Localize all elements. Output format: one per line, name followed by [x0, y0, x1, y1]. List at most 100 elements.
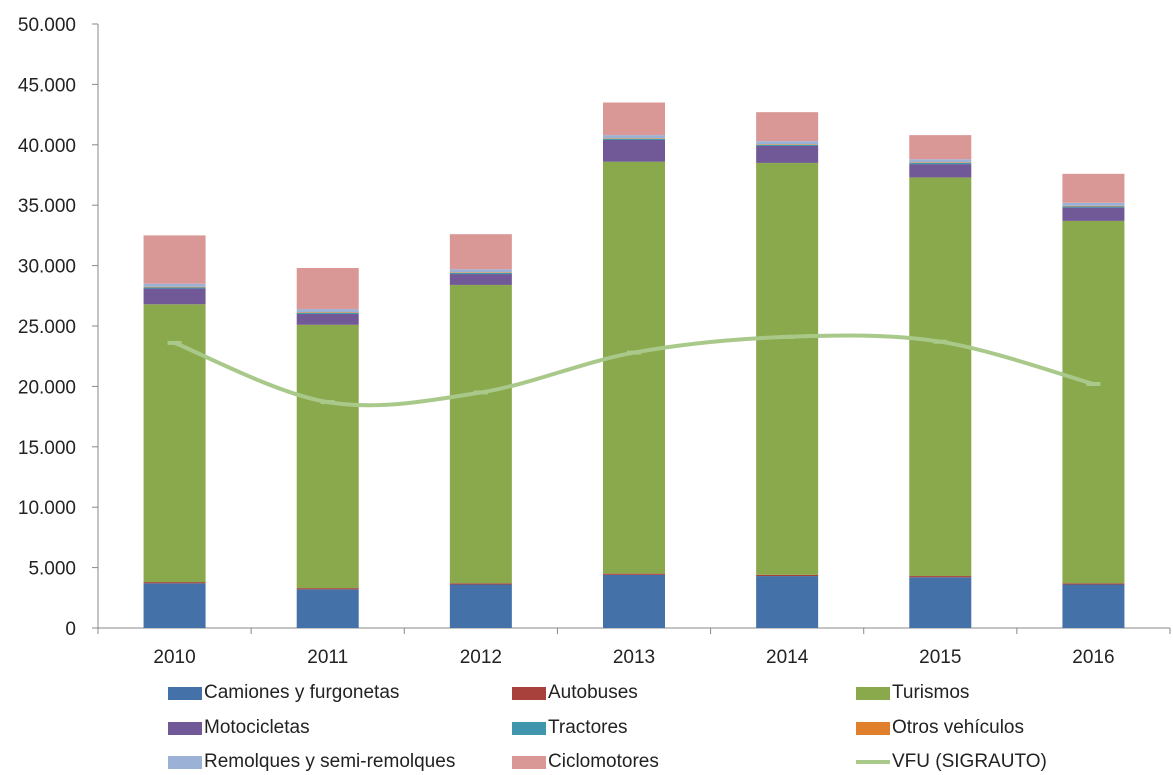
bar-segment: [909, 177, 972, 577]
legend-label: Autobuses: [548, 682, 638, 703]
legend-label: Camiones y furgonetas: [204, 682, 400, 703]
bar-segment: [143, 235, 206, 284]
bar-segment: [756, 144, 819, 147]
legend-item-vfu-sigrauto: VFU (SIGRAUTO): [856, 749, 1047, 775]
legend-swatch: [512, 755, 546, 769]
bar-segment: [756, 162, 819, 575]
bar-segment: [143, 583, 206, 628]
legend-swatch: [856, 721, 890, 735]
bars: [143, 102, 1125, 628]
bar-segment: [449, 272, 512, 273]
legend-item-camiones: Camiones y furgonetas: [168, 680, 399, 706]
legend-item-tractores: Tractores: [512, 715, 628, 741]
stacked-bar-chart: 0 5.000 10.000 15.000 20.000 25.000 30.000 35.0…: [18, 15, 1171, 668]
bar-segment: [449, 272, 512, 275]
y-tick-label: 20.000: [18, 377, 76, 398]
legend-label: Otros vehículos: [892, 717, 1024, 738]
bar-segment: [1062, 207, 1125, 221]
bar-segment: [449, 284, 512, 584]
y-tick-label: 35.000: [18, 196, 76, 217]
x-tick-label: 2010: [153, 647, 195, 668]
bar-segment: [296, 309, 359, 313]
legend-label: Ciclomotores: [548, 751, 659, 772]
legend-label: Motocicletas: [204, 717, 310, 738]
bar-segment: [603, 139, 665, 162]
bar-segment: [603, 573, 665, 575]
bar-segment: [756, 112, 819, 142]
x-tick-label: 2015: [919, 647, 961, 668]
legend-item-motocicletas: Motocicletas: [168, 715, 310, 741]
x-tick-label: 2016: [1072, 647, 1114, 668]
bar-segment: [143, 287, 206, 289]
legend-swatch: [168, 755, 202, 769]
bar-segment: [603, 138, 665, 140]
bar-segment: [449, 584, 512, 628]
bar-segment: [296, 588, 359, 590]
legend-item-otros-vehiculos: Otros vehículos: [856, 715, 1024, 741]
bar-segment: [756, 144, 819, 145]
y-tick-label: 0: [65, 619, 76, 640]
y-tick-label: 5.000: [28, 559, 76, 580]
bar-segment: [603, 135, 665, 139]
bar-segment: [909, 162, 972, 163]
bar-segment: [909, 135, 972, 160]
bar-segment: [603, 138, 665, 139]
bar-segment: [1062, 206, 1125, 208]
bar-segment: [296, 313, 359, 325]
legend-item-remolques: Remolques y semi-remolques: [168, 749, 455, 775]
bar-segment: [1062, 202, 1125, 206]
bar-segment: [1062, 205, 1125, 207]
bar-segment: [909, 164, 972, 178]
bar-segment: [603, 161, 665, 574]
legend-item-autobuses: Autobuses: [512, 680, 638, 706]
bar-segment: [449, 234, 512, 270]
y-tick-label: 45.000: [18, 75, 76, 96]
bar-segment: [296, 324, 359, 589]
bar-segment: [143, 288, 206, 305]
y-tick-label: 30.000: [18, 257, 76, 278]
legend-item-ciclomotores: Ciclomotores: [512, 749, 659, 775]
bar-segment: [296, 312, 359, 314]
legend-item-turismos: Turismos: [856, 680, 969, 706]
bar-segment: [1062, 583, 1125, 585]
legend-label: Remolques y semi-remolques: [204, 751, 456, 772]
bar-segment: [756, 576, 819, 628]
bar-segment: [603, 574, 665, 628]
y-tick-label: 25.000: [18, 317, 76, 338]
bar-segment: [1062, 220, 1125, 584]
bar-segment: [143, 286, 206, 288]
bar-segment: [143, 283, 206, 287]
bar-segment: [909, 162, 972, 165]
legend-label: Tractores: [548, 717, 628, 738]
x-tick-label: 2011: [307, 647, 348, 668]
bar-segment: [143, 582, 206, 584]
bar-segment: [449, 269, 512, 273]
y-tick-label: 40.000: [18, 136, 76, 157]
legend-swatch: [512, 721, 546, 735]
x-axis: 2010 2011 2012 2013 2014 2015 2016: [97, 627, 1171, 668]
bar-segment: [449, 274, 512, 285]
legend-line-swatch: [856, 760, 890, 764]
bar-segment: [296, 589, 359, 628]
bar-segment: [909, 576, 972, 578]
bar-segment: [756, 574, 819, 577]
y-axis: 0 5.000 10.000 15.000 20.000 25.000 30.000 35.0…: [18, 15, 99, 640]
legend-swatch: [856, 686, 890, 700]
legend-swatch: [168, 721, 202, 735]
bar-segment: [756, 146, 819, 163]
bar-segment: [603, 102, 665, 136]
bar-segment: [1062, 173, 1125, 203]
legend-label: VFU (SIGRAUTO): [892, 751, 1047, 772]
legend-swatch: [168, 686, 202, 700]
bar-segment: [909, 159, 972, 163]
legend-label: Turismos: [892, 682, 970, 703]
bar-segment: [296, 268, 359, 310]
bar-segment: [1062, 584, 1125, 628]
legend-swatch: [512, 686, 546, 700]
bar-segment: [449, 583, 512, 585]
x-tick-label: 2014: [766, 647, 809, 668]
x-tick-label: 2012: [460, 647, 502, 668]
vfu-line-layer: [167, 333, 1101, 408]
y-tick-label: 10.000: [18, 498, 76, 519]
y-tick-label: 15.000: [18, 438, 76, 459]
